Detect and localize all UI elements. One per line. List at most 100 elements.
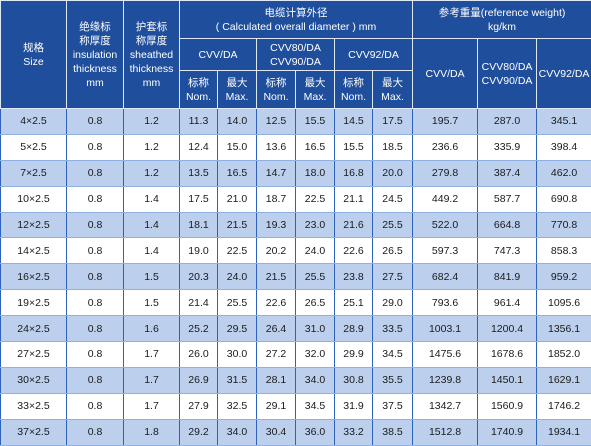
- table-cell: 15.0: [218, 134, 257, 160]
- table-cell: 1.4: [124, 212, 180, 238]
- table-cell: 1.7: [124, 367, 180, 393]
- table-cell: 449.2: [413, 186, 478, 212]
- table-cell: 20.2: [257, 238, 296, 264]
- table-cell: 793.6: [413, 290, 478, 316]
- table-cell: 30.0: [218, 342, 257, 368]
- table-cell: 33.5: [373, 316, 413, 342]
- table-cell: 35.5: [373, 367, 413, 393]
- table-cell: 1629.1: [537, 367, 591, 393]
- table-cell: 15.5: [296, 109, 335, 135]
- table-cell: 29.0: [373, 290, 413, 316]
- table-cell: 22.5: [218, 238, 257, 264]
- cvv92-diameter-header: CVV92/DA: [335, 39, 413, 71]
- diameter-group-header: 电缆计算外径 ( Calculated overall diameter ) m…: [180, 1, 413, 39]
- table-cell: 1356.1: [537, 316, 591, 342]
- table-cell: 1.2: [124, 160, 180, 186]
- table-cell: 22.6: [335, 238, 373, 264]
- table-cell: 29.5: [218, 316, 257, 342]
- table-cell: 34.0: [296, 367, 335, 393]
- table-cell: 25.5: [373, 212, 413, 238]
- table-cell: 1678.6: [478, 342, 537, 368]
- table-cell: 1.6: [124, 316, 180, 342]
- table-cell: 959.2: [537, 264, 591, 290]
- table-cell: 236.6: [413, 134, 478, 160]
- cvv80-90-diameter-header: CVV80/DA CVV90/DA: [257, 39, 335, 71]
- table-cell: 0.8: [67, 316, 124, 342]
- table-cell: 335.9: [478, 134, 537, 160]
- table-cell: 841.9: [478, 264, 537, 290]
- table-cell: 1.2: [124, 109, 180, 135]
- table-cell: 17.5: [373, 109, 413, 135]
- table-cell: 29.2: [180, 419, 218, 445]
- table-cell: 26.5: [373, 238, 413, 264]
- table-header: 规格 Size 绝缘标 称厚度 insulation thickness mm …: [1, 1, 591, 109]
- table-cell: 0.8: [67, 367, 124, 393]
- cvv80-90-weight-header: CVV80/DA CVV90/DA: [478, 39, 537, 109]
- table-cell: 25.1: [335, 290, 373, 316]
- table-cell: 0.8: [67, 109, 124, 135]
- table-cell: 31.0: [296, 316, 335, 342]
- table-cell: 1342.7: [413, 393, 478, 419]
- table-cell: 1.4: [124, 186, 180, 212]
- table-cell: 16.5: [296, 134, 335, 160]
- table-cell: 690.8: [537, 186, 591, 212]
- table-cell: 1512.8: [413, 419, 478, 445]
- table-cell: 1852.0: [537, 342, 591, 368]
- table-cell: 25.5: [218, 290, 257, 316]
- table-cell: 15.5: [335, 134, 373, 160]
- table-cell: 195.7: [413, 109, 478, 135]
- table-cell: 38.5: [373, 419, 413, 445]
- table-cell: 1.5: [124, 264, 180, 290]
- table-cell: 1475.6: [413, 342, 478, 368]
- table-cell: 664.8: [478, 212, 537, 238]
- table-cell: 1200.4: [478, 316, 537, 342]
- table-cell: 1003.1: [413, 316, 478, 342]
- table-cell: 16.8: [335, 160, 373, 186]
- table-cell: 21.5: [218, 212, 257, 238]
- table-cell: 14×2.5: [1, 238, 67, 264]
- table-cell: 24.0: [296, 238, 335, 264]
- table-cell: 1.2: [124, 134, 180, 160]
- table-cell: 21.1: [335, 186, 373, 212]
- table-cell: 32.5: [218, 393, 257, 419]
- table-cell: 33×2.5: [1, 393, 67, 419]
- table-cell: 587.7: [478, 186, 537, 212]
- table-cell: 12.5: [257, 109, 296, 135]
- table-cell: 34.5: [296, 393, 335, 419]
- table-cell: 1450.1: [478, 367, 537, 393]
- table-cell: 30.8: [335, 367, 373, 393]
- table-cell: 22.6: [257, 290, 296, 316]
- table-cell: 19×2.5: [1, 290, 67, 316]
- table-cell: 26.0: [180, 342, 218, 368]
- table-cell: 0.8: [67, 160, 124, 186]
- table-cell: 19.3: [257, 212, 296, 238]
- table-cell: 770.8: [537, 212, 591, 238]
- cvv-da-weight-header: CVV/DA: [413, 39, 478, 109]
- table-cell: 26.9: [180, 367, 218, 393]
- table-cell: 32.0: [296, 342, 335, 368]
- table-cell: 462.0: [537, 160, 591, 186]
- table-cell: 1.8: [124, 419, 180, 445]
- table-cell: 0.8: [67, 264, 124, 290]
- table-cell: 34.0: [218, 419, 257, 445]
- table-cell: 747.3: [478, 238, 537, 264]
- table-cell: 0.8: [67, 342, 124, 368]
- table-cell: 1.4: [124, 238, 180, 264]
- table-cell: 7×2.5: [1, 160, 67, 186]
- table-cell: 31.5: [218, 367, 257, 393]
- table-cell: 16×2.5: [1, 264, 67, 290]
- table-cell: 18.5: [373, 134, 413, 160]
- table-cell: 0.8: [67, 393, 124, 419]
- table-cell: 279.8: [413, 160, 478, 186]
- table-cell: 1560.9: [478, 393, 537, 419]
